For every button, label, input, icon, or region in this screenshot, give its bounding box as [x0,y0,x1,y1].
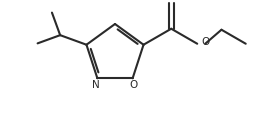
Text: O: O [201,37,209,47]
Text: N: N [92,80,100,90]
Text: O: O [129,80,138,90]
Text: O: O [167,0,175,1]
